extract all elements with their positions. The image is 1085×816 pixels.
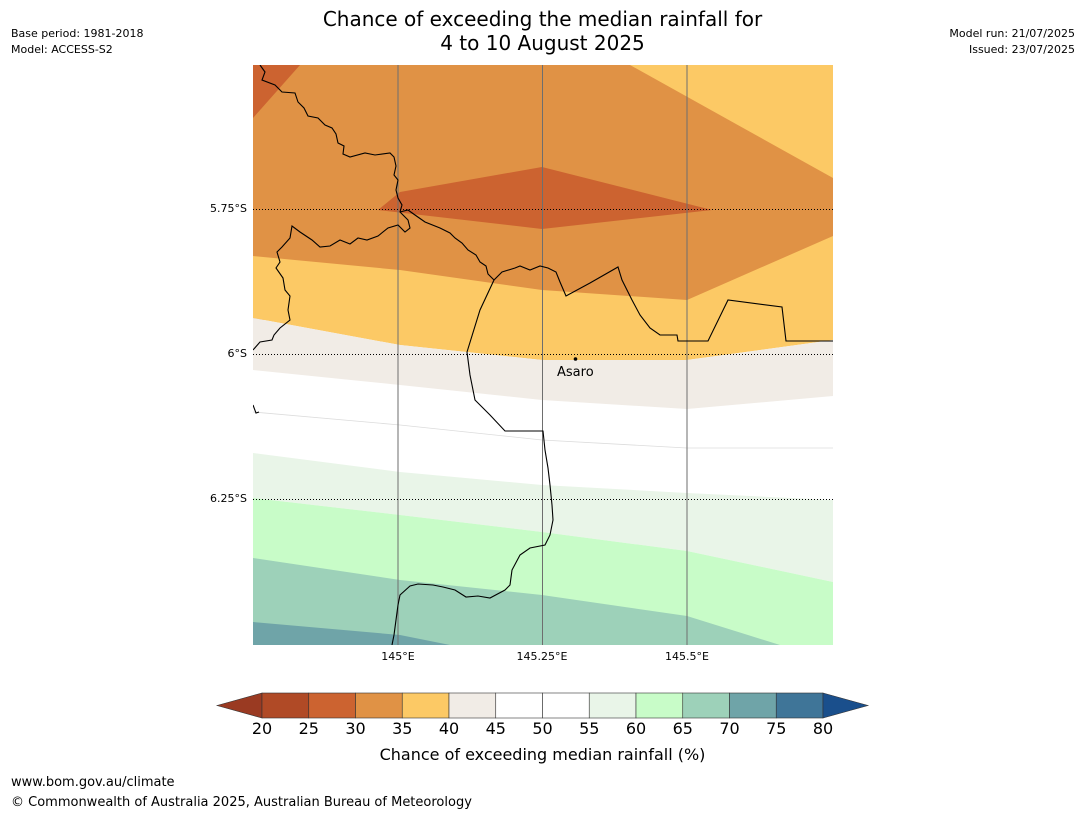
colorbar-tick-label: 65 [672, 719, 693, 738]
band-25-30-center [378, 167, 712, 229]
probability-field [253, 65, 833, 645]
colorbar-bin [542, 692, 590, 719]
colorbar-tick-label: 70 [719, 719, 740, 738]
lat-label-6: 6°S [227, 347, 247, 360]
lat-label-5-75: 5.75°S [210, 202, 247, 215]
colorbar-tick-label: 30 [345, 719, 366, 738]
colorbar-bin [588, 692, 637, 719]
band-70-75 [253, 622, 450, 645]
lon-label-145-5: 145.5°E [665, 650, 709, 663]
page-title: Chance of exceeding the median rainfall … [0, 7, 1085, 55]
boundary-south [391, 279, 554, 645]
boundary-edge [253, 404, 260, 414]
title-line-2: 4 to 10 August 2025 [440, 31, 645, 55]
colorbar-bin [729, 692, 777, 719]
colorbar-bins [261, 692, 824, 719]
boundary-west [253, 65, 411, 351]
base-period-text: Base period: 1981-2018 [11, 27, 144, 40]
colorbar-tick-label: 40 [438, 719, 460, 738]
colorbar-tick-label: 75 [766, 719, 787, 738]
model-text: Model: ACCESS-S2 [11, 43, 113, 56]
colorbar-tick-label: 35 [392, 719, 413, 738]
model-run-text: Model run: 21/07/2025 [949, 27, 1075, 40]
boundary-north [399, 209, 833, 342]
issued-text: Issued: 23/07/2025 [968, 43, 1075, 56]
colorbar-tick-label: 60 [625, 719, 647, 738]
lon-label-145: 145°E [381, 650, 415, 663]
colorbar-tick-label: 50 [532, 719, 553, 738]
place-label-asaro: Asaro [557, 365, 594, 380]
colorbar-bin [682, 692, 730, 719]
footer-url[interactable]: www.bom.gov.au/climate [11, 775, 175, 790]
band-25-30-corner [253, 65, 300, 118]
colorbar-under-arrow [215, 692, 263, 719]
colorbar-bin [355, 692, 403, 719]
lat-label-6-25: 6.25°S [210, 492, 247, 505]
colorbar-bin [775, 692, 824, 719]
band-65-70 [253, 558, 780, 645]
colorbar-tick-label: 45 [485, 719, 506, 738]
colorbar-tick-label: 20 [251, 719, 273, 738]
band-35-40-top [630, 65, 833, 178]
colorbar-label: Chance of exceeding median rainfall (%) [379, 745, 706, 764]
colorbar-tick-label: 55 [579, 719, 600, 738]
colorbar-bin [401, 692, 450, 719]
footer-copyright: © Commonwealth of Australia 2025, Austra… [11, 795, 472, 810]
colorbar-tick-label: 80 [812, 719, 834, 738]
colorbar-bin [495, 692, 543, 719]
colorbar-bin [448, 692, 497, 719]
colorbar-bin [635, 692, 684, 719]
province-boundaries [253, 65, 833, 645]
colorbar-bin [308, 692, 356, 719]
title-line-1: Chance of exceeding the median rainfall … [322, 7, 763, 31]
colorbar-over-arrow [822, 692, 870, 719]
colorbar-bin [261, 692, 310, 719]
header-right: Model run: 21/07/2025 Issued: 23/07/2025 [949, 26, 1075, 58]
colorbar-tick-label: 25 [298, 719, 319, 738]
lon-label-145-25: 145.25°E [516, 650, 568, 663]
header-left: Base period: 1981-2018 Model: ACCESS-S2 [11, 26, 143, 58]
asaro-marker [573, 357, 578, 361]
